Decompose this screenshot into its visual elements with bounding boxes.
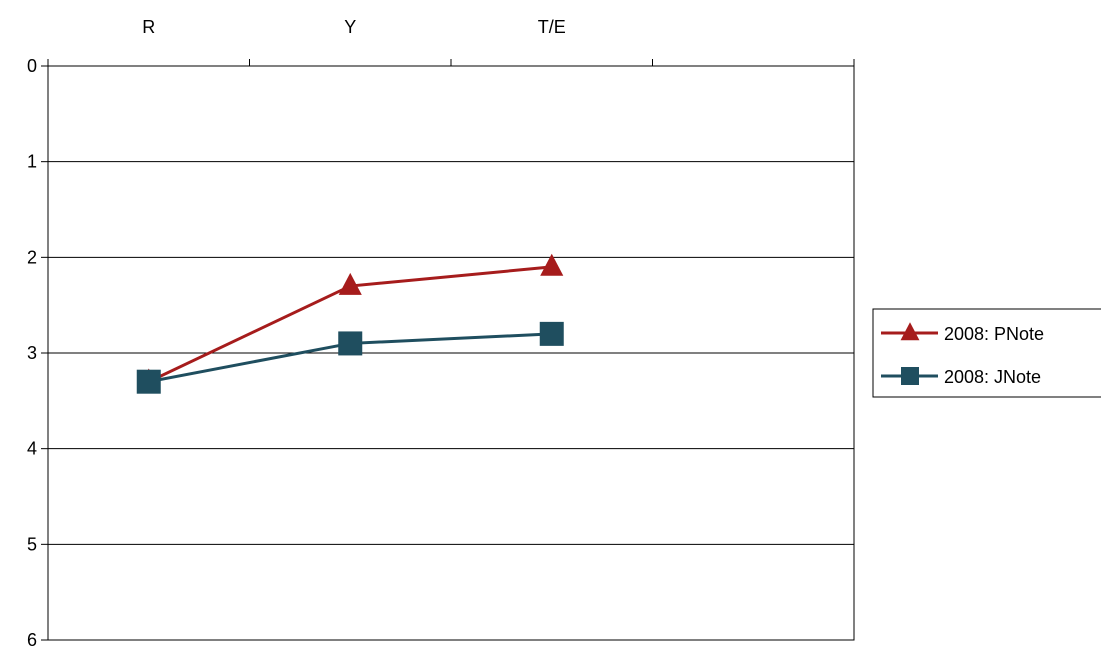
legend: 2008: PNote 2008: JNote — [872, 308, 1101, 398]
data-point-square — [539, 321, 564, 346]
data-point-square — [136, 369, 161, 394]
x-tick-label: T/E — [538, 17, 566, 37]
legend-item: 2008: JNote — [881, 367, 1041, 387]
data-point-triangle — [338, 272, 362, 295]
y-tick-label: 6 — [27, 630, 37, 646]
y-tick-label: 5 — [27, 534, 37, 554]
legend-items: 2008: PNote 2008: JNote — [881, 322, 1044, 387]
y-tick-label: 3 — [27, 343, 37, 363]
x-axis-labels: R Y T/E — [142, 17, 566, 37]
legend-label: 2008: JNote — [944, 367, 1041, 387]
data-point-square — [338, 331, 363, 356]
series-markers — [136, 321, 564, 394]
data-point-triangle — [900, 322, 920, 341]
y-tick-label: 1 — [27, 152, 37, 172]
series-layer — [136, 253, 564, 394]
x-axis-ticks — [47, 59, 855, 66]
data-point-triangle — [540, 253, 564, 276]
x-tick-label: Y — [344, 17, 356, 37]
x-tick-label: R — [142, 17, 155, 37]
y-tick-label: 2 — [27, 247, 37, 267]
y-tick-label: 4 — [27, 439, 37, 459]
y-tick-label: 0 — [27, 56, 37, 76]
gridlines — [41, 65, 854, 641]
legend-label: 2008: PNote — [944, 324, 1044, 344]
legend-item: 2008: PNote — [881, 322, 1044, 344]
data-point-square — [901, 367, 919, 385]
y-axis-labels: 0 1 2 3 4 5 6 — [27, 56, 37, 646]
